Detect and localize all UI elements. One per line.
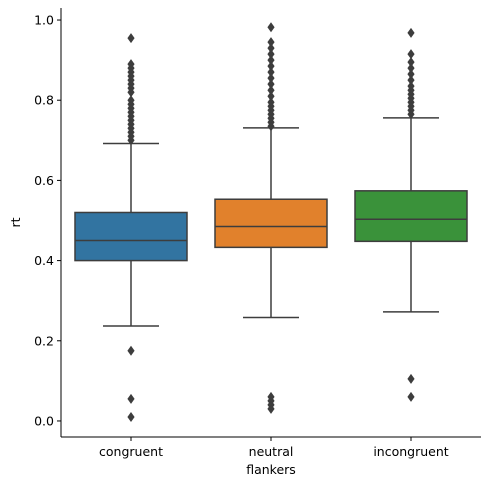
outlier-point: [127, 393, 135, 404]
x-tick-label: neutral: [249, 444, 294, 459]
outlier-point: [407, 69, 415, 80]
y-tick-label: 0.6: [34, 173, 54, 188]
box-neutral: [214, 22, 328, 414]
outlier-point: [127, 411, 135, 422]
outlier-point: [267, 79, 275, 90]
outlier-point: [267, 85, 275, 96]
outlier-point: [407, 373, 415, 384]
iqr-box: [214, 198, 328, 249]
y-tick-label: 0.4: [34, 253, 54, 268]
x-tick-label: incongruent: [373, 444, 448, 459]
outlier-point: [267, 391, 275, 402]
y-ticks: 0.0 0.2 0.4 0.6 0.8 1.0: [34, 13, 61, 428]
outlier-point: [127, 59, 135, 70]
outlier-point: [267, 37, 275, 48]
y-tick-label: 1.0: [34, 13, 54, 28]
x-ticks: congruent neutral incongruent: [99, 437, 449, 459]
outlier-point: [407, 57, 415, 68]
outlier-point: [127, 95, 135, 106]
outlier-point: [267, 55, 275, 66]
outlier-point: [127, 345, 135, 356]
box-congruent: [74, 33, 188, 422]
x-tick-label: congruent: [99, 444, 163, 459]
outlier-point: [407, 391, 415, 402]
y-axis-label: rt: [8, 217, 23, 227]
outlier-point: [267, 43, 275, 54]
x-axis-label: flankers: [246, 462, 296, 477]
iqr-box: [354, 190, 468, 243]
outlier-point: [267, 61, 275, 72]
outlier-point: [267, 73, 275, 84]
outlier-point: [267, 67, 275, 78]
outlier-point: [267, 91, 275, 102]
box-incongruent: [354, 27, 468, 402]
outlier-point: [407, 27, 415, 38]
outlier-point: [127, 33, 135, 44]
outlier-point: [407, 63, 415, 74]
y-tick-label: 0.8: [34, 93, 54, 108]
outlier-point: [267, 97, 275, 108]
boxes-layer: [74, 22, 468, 422]
y-tick-label: 0.0: [34, 413, 54, 428]
iqr-box: [74, 211, 188, 262]
outlier-point: [407, 49, 415, 60]
y-tick-label: 0.2: [34, 333, 54, 348]
outlier-point: [267, 49, 275, 60]
outlier-point: [407, 75, 415, 86]
outlier-point: [407, 81, 415, 92]
outlier-point: [267, 22, 275, 33]
